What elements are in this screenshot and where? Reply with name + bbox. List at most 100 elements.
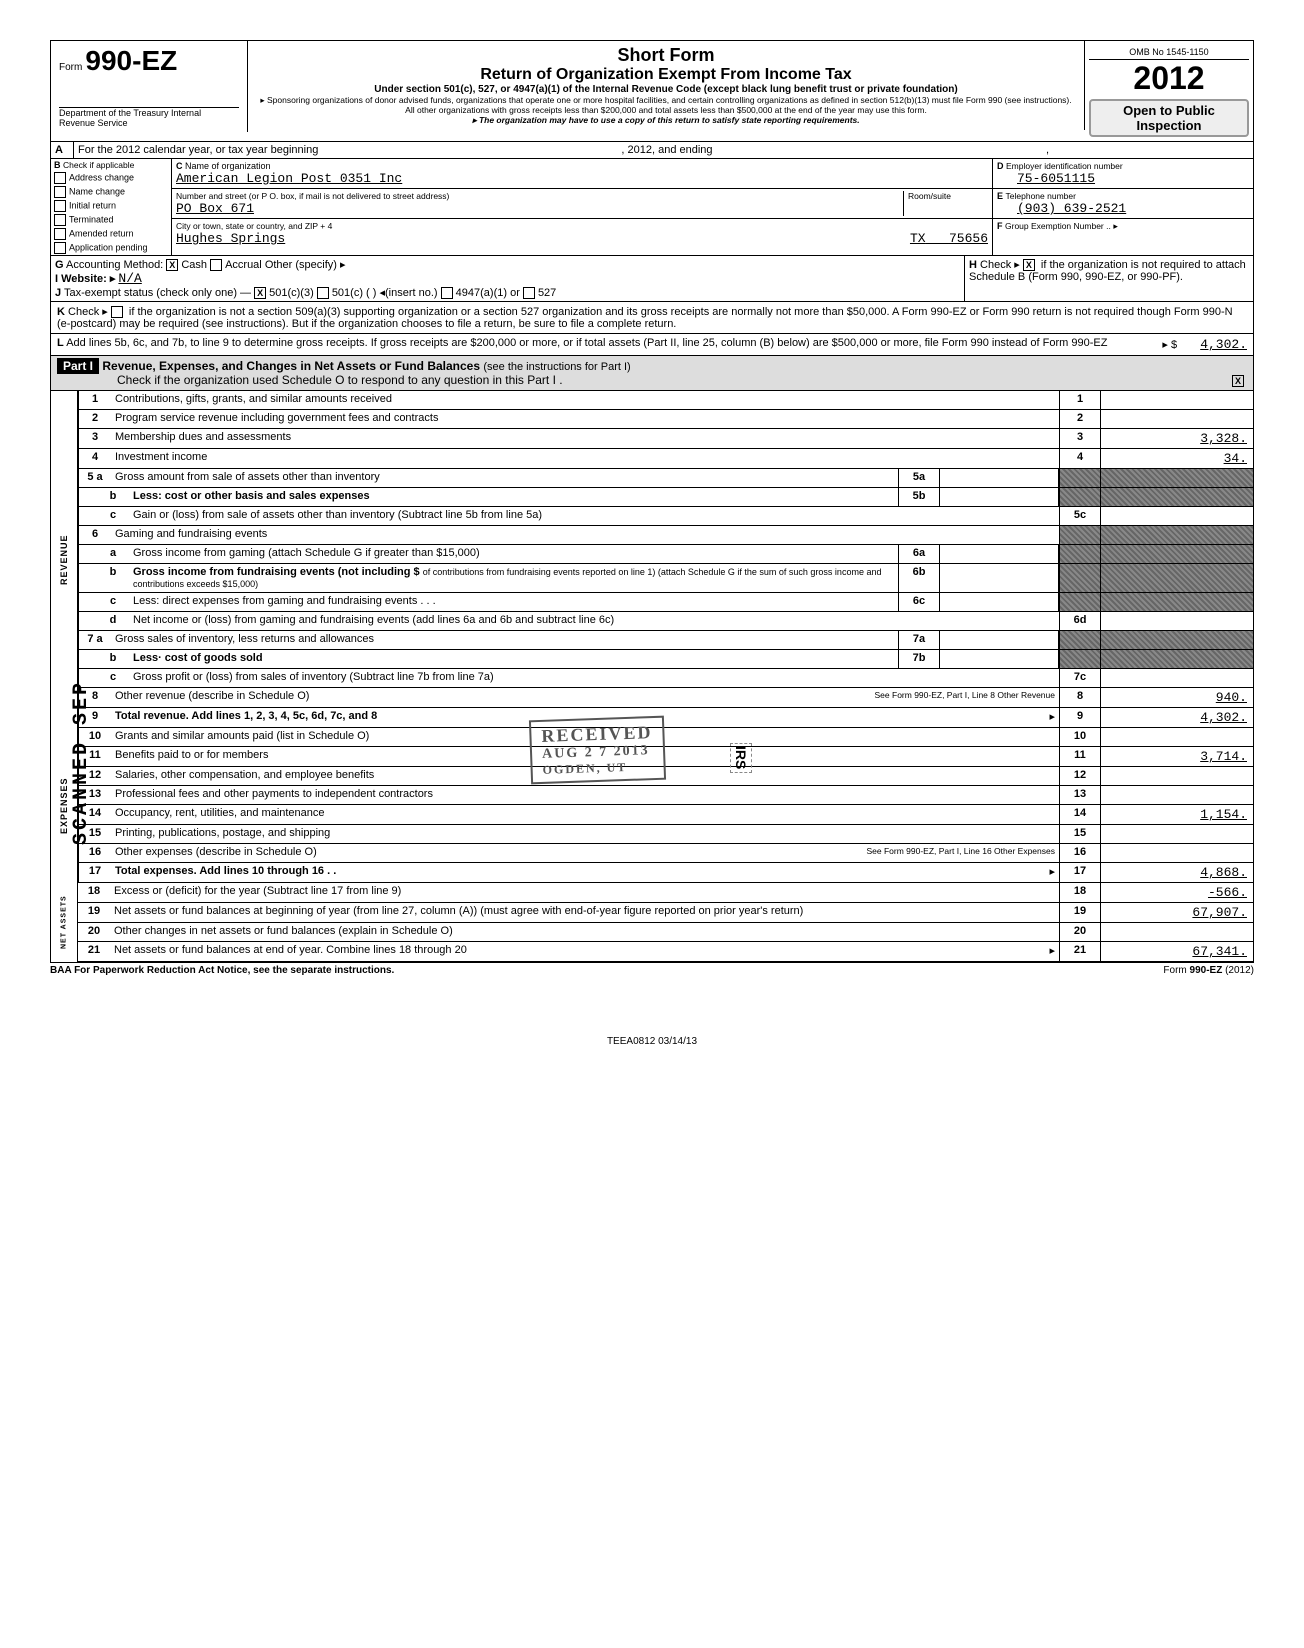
l7a-mn: 7a [898, 631, 940, 649]
l18-desc: Excess or (deficit) for the year (Subtra… [110, 883, 1059, 902]
l9-en: 9 [1059, 708, 1100, 727]
l5a-mv [940, 469, 1059, 487]
l16-num: 16 [79, 844, 111, 862]
l21-en: 21 [1059, 942, 1100, 961]
l6-shade2 [1100, 526, 1253, 544]
return-title: Return of Organization Exempt From Incom… [256, 66, 1076, 84]
check-if-label: Check if applicable [63, 160, 134, 170]
irs-stamp: IRS [730, 743, 752, 772]
l6b-desc: Gross income from fundraising events (no… [133, 566, 420, 578]
other-label: Other (specify) ▸ [265, 259, 346, 271]
cb-part1[interactable]: X [1232, 375, 1244, 387]
insert-label: ) ◂(insert no.) [373, 287, 438, 299]
dept-label: Department of the Treasury Internal Reve… [59, 107, 239, 128]
line-a-end: , [1046, 144, 1049, 156]
subtitle-3: ▸ The organization may have to use a cop… [256, 115, 1076, 125]
cb-amended[interactable] [54, 228, 66, 240]
part-1-sub: (see the instructions for Part I) [483, 361, 630, 373]
cb-527[interactable] [523, 287, 535, 299]
cb-501c[interactable] [317, 287, 329, 299]
l6b-shade2 [1100, 564, 1253, 592]
tax-status-label: Tax-exempt status (check only one) — [64, 287, 251, 299]
expenses-block: RECEIVED AUG 2 7 2013 OGDEN, UT IRS EXPE… [50, 728, 1254, 883]
l8-ev: 940. [1100, 688, 1253, 707]
l19-en: 19 [1059, 903, 1100, 922]
street-value: PO Box 671 [176, 201, 254, 216]
footer: BAA For Paperwork Reduction Act Notice, … [50, 962, 1254, 976]
l9-desc: Total revenue. Add lines 1, 2, 3, 4, 5c,… [115, 710, 377, 722]
l14-en: 14 [1059, 805, 1100, 824]
line-l: L Add lines 5b, 6c, and 7b, to line 9 to… [50, 334, 1254, 356]
l7c-desc: Gross profit or (loss) from sales of inv… [129, 669, 1059, 687]
label-e: E [997, 191, 1003, 201]
k-text: if the organization is not a section 509… [57, 306, 1233, 330]
l6b-num: b [79, 564, 129, 592]
cash-label: Cash [181, 259, 207, 271]
form-page: SCANNED SEP Form 990-EZ Department of th… [50, 40, 1254, 1047]
l21-desc: Net assets or fund balances at end of ye… [114, 944, 467, 956]
line-g-h: G Accounting Method: XCash Accrual Other… [50, 256, 1254, 302]
assets-sidebar: NET ASSETS [50, 883, 77, 962]
l-arrow: ▸ $ [1162, 339, 1177, 351]
section-bcdef: B Check if applicable Address change Nam… [50, 159, 1254, 256]
label-i: I [55, 273, 58, 285]
l5a-shade2 [1100, 469, 1253, 487]
col-def: D Employer identification number 75-6051… [993, 159, 1253, 255]
l5c-ev [1100, 507, 1253, 525]
l10-ev [1100, 728, 1253, 746]
s527-label: 527 [538, 287, 556, 299]
part-1-label: Part I [57, 358, 99, 374]
l17-en: 17 [1059, 863, 1100, 882]
l1-en: 1 [1059, 391, 1100, 409]
l8-en: 8 [1059, 688, 1100, 707]
state-value: TX [910, 231, 926, 246]
l1-num: 1 [79, 391, 111, 409]
l7a-shade2 [1100, 631, 1253, 649]
cb-name[interactable] [54, 186, 66, 198]
l8-desc: Other revenue (describe in Schedule O) [115, 690, 309, 702]
cb-k[interactable] [111, 306, 123, 318]
l18-en: 18 [1059, 883, 1100, 902]
c-label: 501(c) ( [332, 287, 370, 299]
l13-desc: Professional fees and other payments to … [111, 786, 1059, 804]
cb-pending[interactable] [54, 242, 66, 254]
open-inspection: Open to Public Inspection [1089, 99, 1249, 137]
arrow-f: ▸ [1113, 221, 1118, 231]
l20-en: 20 [1059, 923, 1100, 941]
ein-value: 75-6051115 [1017, 171, 1095, 186]
cb-4947[interactable] [441, 287, 453, 299]
name-change-label: Name change [69, 187, 125, 197]
cb-address[interactable] [54, 172, 66, 184]
l6b-shade [1059, 564, 1100, 592]
line-k: K Check ▸ if the organization is not a s… [50, 302, 1254, 334]
l19-desc: Net assets or fund balances at beginning… [110, 903, 1059, 922]
subtitle-1: Under section 501(c), 527, or 4947(a)(1)… [256, 84, 1076, 95]
l6-num: 6 [79, 526, 111, 544]
city-label: City or town, state or country, and ZIP … [176, 221, 332, 231]
assets-block: NET ASSETS 18Excess or (deficit) for the… [50, 883, 1254, 962]
l6a-mn: 6a [898, 545, 940, 563]
l19-num: 19 [78, 903, 110, 922]
cb-cash[interactable]: X [166, 259, 178, 271]
form-prefix: Form [59, 62, 82, 73]
l2-desc: Program service revenue including govern… [111, 410, 1059, 428]
col-b-checks: B Check if applicable Address change Nam… [51, 159, 172, 255]
l7b-shade2 [1100, 650, 1253, 668]
l5b-shade [1059, 488, 1100, 506]
l3-desc: Membership dues and assessments [111, 429, 1059, 448]
l5a-num: 5 a [79, 469, 111, 487]
l2-ev [1100, 410, 1253, 428]
l14-desc: Occupancy, rent, utilities, and maintena… [111, 805, 1059, 824]
website-label: Website: ▸ [61, 273, 115, 285]
c3-label: 501(c)(3) [269, 287, 314, 299]
cb-accrual[interactable] [210, 259, 222, 271]
l6b-mv [940, 564, 1059, 592]
cb-initial[interactable] [54, 200, 66, 212]
label-l: L [57, 337, 64, 349]
cb-501c3[interactable]: X [254, 287, 266, 299]
part-1-check-text: Check if the organization used Schedule … [117, 373, 563, 387]
cb-terminated[interactable] [54, 214, 66, 226]
part-1-title: Revenue, Expenses, and Changes in Net As… [102, 359, 480, 373]
l5b-desc: Less: cost or other basis and sales expe… [133, 490, 370, 502]
cb-h[interactable]: X [1023, 259, 1035, 271]
